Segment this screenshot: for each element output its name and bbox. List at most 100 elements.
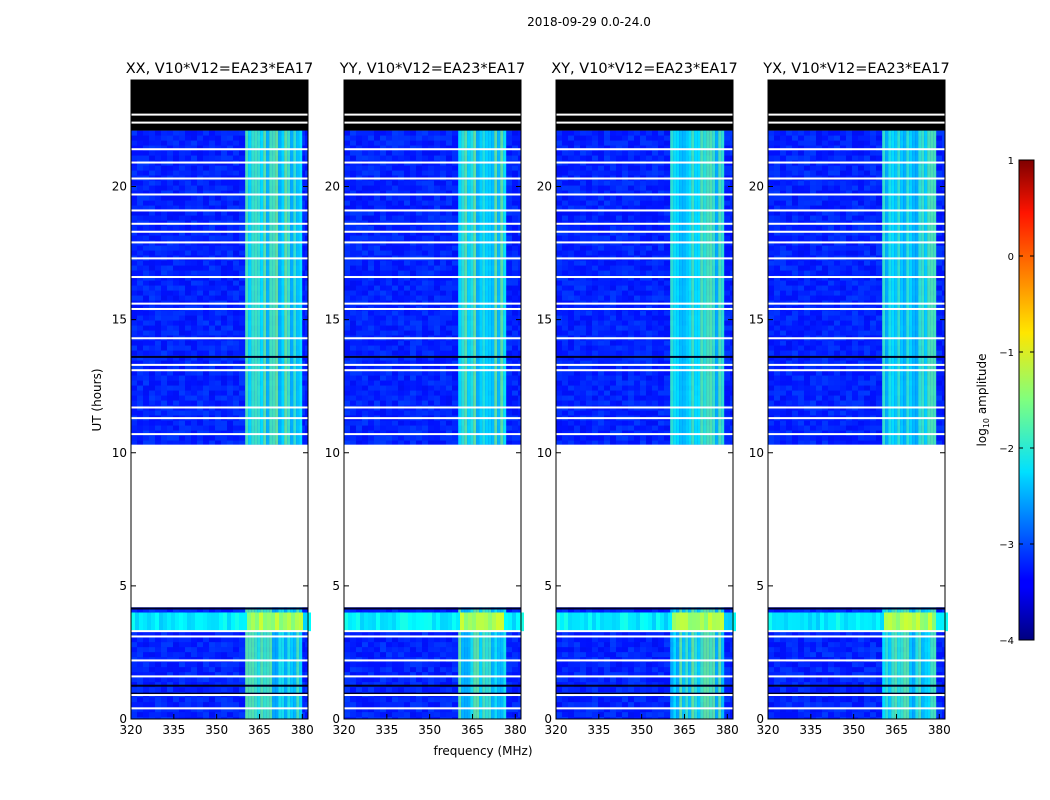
heatmap-cell bbox=[143, 185, 149, 191]
heatmap-cell bbox=[209, 200, 215, 206]
heatmap-cell bbox=[428, 637, 434, 643]
heatmap-cell bbox=[398, 170, 404, 176]
heatmap-cell bbox=[512, 225, 518, 231]
heatmap-cell bbox=[197, 350, 203, 356]
dark-row bbox=[131, 684, 308, 687]
heatmap-cell bbox=[368, 265, 374, 271]
heatmap-cell bbox=[350, 647, 356, 653]
heatmap-cell bbox=[137, 215, 143, 221]
heatmap-cell bbox=[440, 180, 446, 186]
heatmap-cell bbox=[143, 250, 149, 256]
heatmap-cell bbox=[215, 440, 221, 445]
heatmap-cell bbox=[422, 135, 428, 141]
heatmap-cell bbox=[512, 260, 518, 266]
heatmap-cell bbox=[452, 245, 458, 251]
heatmap-cell bbox=[233, 130, 239, 136]
heatmap-cell bbox=[203, 140, 209, 146]
heatmap-cell bbox=[179, 275, 185, 281]
heatmap-cell bbox=[137, 140, 143, 146]
heatmap-cell bbox=[380, 325, 386, 331]
heatmap-cell bbox=[191, 425, 197, 431]
heatmap-cell bbox=[149, 375, 155, 381]
heatmap-cell bbox=[233, 717, 239, 719]
heatmap-cell bbox=[155, 400, 161, 406]
heatmap-cell bbox=[239, 225, 245, 231]
heatmap-cell bbox=[434, 310, 440, 316]
heatmap-cell bbox=[137, 395, 143, 401]
heatmap-cell bbox=[452, 280, 458, 286]
heatmap-cell bbox=[221, 270, 227, 276]
heatmap-cell bbox=[428, 150, 434, 156]
heatmap-cell bbox=[374, 712, 380, 718]
heatmap-cell bbox=[398, 310, 404, 316]
flagged-row bbox=[131, 433, 308, 436]
heatmap-cell bbox=[398, 345, 404, 351]
band-cell bbox=[299, 612, 303, 632]
heatmap-cell bbox=[167, 195, 173, 201]
heatmap-cell bbox=[356, 200, 362, 206]
heatmap-cell bbox=[185, 185, 191, 191]
heatmap-cell bbox=[137, 672, 143, 678]
heatmap-cell bbox=[404, 290, 410, 296]
heatmap-cell bbox=[161, 285, 167, 291]
heatmap-cell bbox=[227, 425, 233, 431]
heatmap-cell bbox=[368, 642, 374, 648]
heatmap-cell bbox=[167, 435, 173, 441]
heatmap-cell bbox=[380, 637, 386, 643]
heatmap-cell bbox=[173, 707, 179, 713]
heatmap-cell bbox=[380, 140, 386, 146]
heatmap-cell bbox=[428, 662, 434, 668]
heatmap-cell bbox=[131, 390, 137, 396]
heatmap-cell bbox=[434, 667, 440, 673]
heatmap-cell bbox=[197, 420, 203, 426]
heatmap-cell bbox=[161, 380, 167, 386]
heatmap-cell bbox=[131, 380, 137, 386]
heatmap-cell bbox=[239, 395, 245, 401]
heatmap-cell bbox=[221, 375, 227, 381]
heatmap-cell bbox=[416, 345, 422, 351]
heatmap-cell bbox=[155, 687, 161, 693]
heatmap-cell bbox=[350, 270, 356, 276]
heatmap-cell bbox=[173, 200, 179, 206]
heatmap-cell bbox=[239, 230, 245, 236]
heatmap-cell bbox=[221, 647, 227, 653]
heatmap-cell bbox=[434, 637, 440, 643]
heatmap-cell bbox=[227, 130, 233, 136]
heatmap-cell bbox=[512, 215, 518, 221]
heatmap-cell bbox=[374, 702, 380, 708]
heatmap-cell bbox=[209, 280, 215, 286]
heatmap-cell bbox=[161, 295, 167, 301]
heatmap-cell bbox=[209, 647, 215, 653]
heatmap-cell bbox=[155, 662, 161, 668]
heatmap-cell bbox=[137, 687, 143, 693]
heatmap-cell bbox=[179, 150, 185, 156]
heatmap-cell bbox=[356, 345, 362, 351]
heatmap-cell bbox=[362, 697, 368, 703]
heatmap-cell bbox=[410, 345, 416, 351]
heatmap-cell bbox=[185, 140, 191, 146]
heatmap-cell bbox=[185, 285, 191, 291]
heatmap-cell bbox=[191, 370, 197, 376]
heatmap-cell bbox=[362, 662, 368, 668]
heatmap-cell bbox=[518, 647, 521, 653]
heatmap-cell bbox=[410, 180, 416, 186]
heatmap-cell bbox=[137, 380, 143, 386]
heatmap-cell bbox=[167, 320, 173, 326]
heatmap-cell bbox=[434, 140, 440, 146]
heatmap-cell bbox=[191, 190, 197, 196]
heatmap-cell bbox=[167, 260, 173, 266]
heatmap-cell bbox=[410, 350, 416, 356]
heatmap-cell bbox=[215, 662, 221, 668]
heatmap-cell bbox=[197, 667, 203, 673]
heatmap-cell bbox=[305, 410, 308, 416]
band-cell bbox=[263, 612, 267, 632]
heatmap-cell bbox=[239, 607, 245, 613]
heatmap-cell bbox=[155, 135, 161, 141]
heatmap-cell bbox=[362, 150, 368, 156]
heatmap-cell bbox=[197, 155, 203, 161]
heatmap-cell bbox=[191, 410, 197, 416]
heatmap-cell bbox=[344, 345, 350, 351]
heatmap-cell bbox=[161, 652, 167, 658]
heatmap-cell bbox=[155, 350, 161, 356]
heatmap-cell bbox=[404, 350, 410, 356]
